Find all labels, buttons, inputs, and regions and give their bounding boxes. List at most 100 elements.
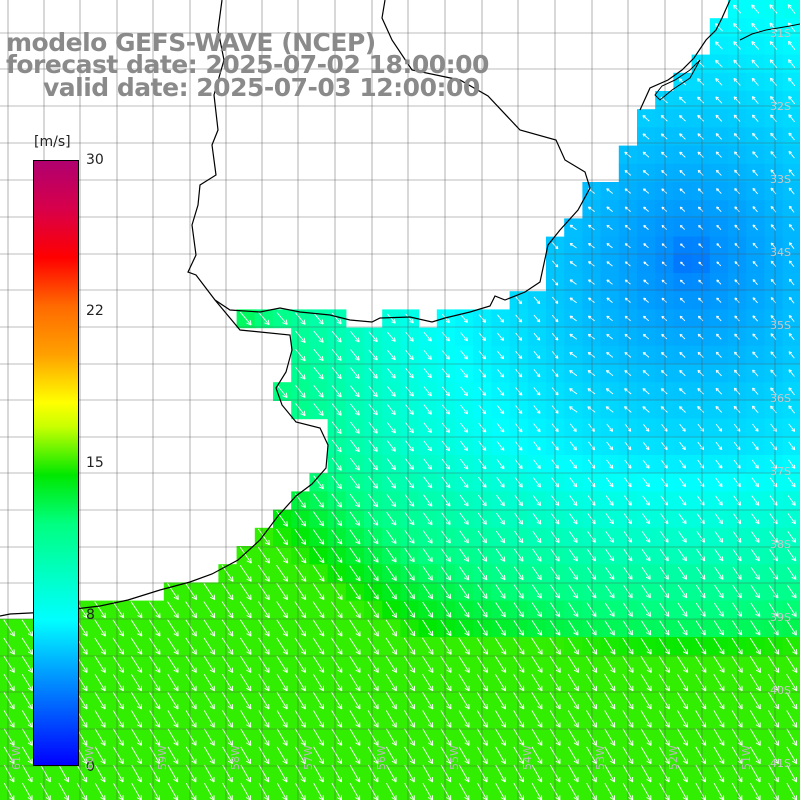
wind-arrow: [679, 151, 686, 158]
wind-arrow: [331, 475, 342, 490]
wind-arrow: [678, 96, 687, 104]
wind-arrow: [386, 313, 396, 324]
wind-arrow: [679, 351, 686, 358]
wind-arrow: [458, 655, 470, 673]
wind-arrow: [495, 710, 506, 728]
latitude-label: 31S: [770, 27, 791, 40]
wind-arrow: [731, 655, 743, 673]
wind-arrow: [422, 637, 434, 655]
wind-arrow: [422, 583, 434, 600]
wind-speed-cell: [782, 109, 800, 128]
wind-arrow: [404, 764, 415, 783]
wind-speed-cell: [509, 782, 529, 800]
wind-arrow: [752, 169, 759, 177]
title-model: modelo GEFS-WAVE (NCEP): [6, 28, 376, 57]
wind-arrow: [749, 637, 761, 655]
latitude-label: 41S: [770, 757, 791, 770]
wind-arrow: [312, 529, 325, 545]
wind-arrow: [386, 476, 397, 489]
wind-arrow: [240, 619, 252, 637]
wind-arrow: [532, 548, 542, 562]
wind-arrow: [679, 315, 686, 322]
wind-arrow: [458, 619, 470, 636]
wind-arrow: [221, 637, 234, 655]
wind-arrow: [697, 133, 704, 140]
wind-arrow: [149, 746, 161, 765]
wind-arrow: [460, 440, 469, 452]
wind-arrow: [349, 493, 361, 508]
wind-arrow: [679, 206, 686, 212]
wind-arrow: [715, 423, 723, 432]
wind-arrow: [606, 315, 613, 322]
wind-arrow: [441, 386, 450, 397]
wind-arrow: [569, 242, 577, 249]
wind-arrow: [531, 602, 543, 618]
wind-arrow: [751, 513, 760, 525]
wind-arrow: [404, 548, 415, 563]
latitude-label: 40S: [770, 684, 791, 697]
wind-speed-cell: [782, 218, 800, 238]
wind-arrow: [460, 404, 469, 415]
wind-arrow: [770, 96, 777, 104]
wind-arrow: [713, 728, 725, 746]
wind-arrow: [167, 710, 179, 728]
latitude-label: 32S: [770, 100, 791, 113]
wind-arrow: [786, 637, 798, 655]
wind-arrow: [678, 549, 687, 562]
wind-arrow: [368, 403, 378, 416]
wind-arrow: [331, 385, 342, 398]
wind-arrow: [423, 404, 432, 415]
wind-arrow: [21, 637, 34, 655]
wind-arrow: [403, 619, 416, 637]
wind-arrow: [440, 584, 452, 599]
wind-arrow: [240, 746, 252, 765]
wind-arrow: [606, 206, 613, 212]
wind-arrow: [239, 601, 252, 619]
wind-speed-cell: [782, 436, 800, 456]
wind-arrow: [696, 549, 706, 562]
wind-arrow: [440, 655, 452, 673]
wind-arrow: [167, 601, 179, 619]
wind-arrow: [713, 637, 725, 655]
wind-arrow: [276, 655, 288, 673]
wind-arrow: [385, 583, 397, 600]
wind-arrow: [660, 114, 668, 122]
wind-arrow: [696, 78, 705, 86]
wind-arrow: [422, 601, 434, 618]
wind-arrow: [658, 655, 670, 673]
wind-arrow: [294, 619, 307, 637]
wind-arrow: [752, 423, 759, 432]
wind-arrow: [588, 242, 595, 249]
colorbar-tick-22: 22: [86, 303, 104, 319]
longitude-label: 56W: [375, 745, 388, 770]
wind-arrow: [642, 477, 650, 488]
wind-arrow: [531, 637, 543, 655]
wind-arrow: [567, 637, 579, 655]
wind-arrow: [715, 459, 723, 469]
wind-arrow: [642, 406, 650, 413]
latitude-label: 37S: [770, 465, 791, 478]
wind-arrow: [276, 546, 289, 564]
wind-arrow: [751, 96, 759, 104]
wind-arrow: [677, 764, 688, 783]
wind-arrow: [788, 224, 795, 231]
wind-speed-cell: [782, 345, 800, 365]
wind-arrow: [460, 386, 469, 397]
title-valid-date: valid date: 2025-07-03 12:00:00: [43, 73, 480, 102]
wind-arrow: [733, 77, 741, 86]
wind-arrow: [185, 655, 197, 673]
longitude-label: 53W: [594, 745, 607, 770]
wind-arrow: [204, 746, 215, 765]
wind-arrow: [678, 531, 687, 543]
wind-arrow: [422, 764, 433, 783]
wind-arrow: [678, 567, 688, 580]
wind-arrow: [788, 205, 795, 213]
wind-arrow: [94, 728, 106, 746]
wind-arrow: [495, 728, 506, 746]
wind-arrow: [423, 494, 433, 507]
wind-arrow: [130, 655, 143, 673]
wind-arrow: [385, 710, 397, 728]
wind-arrow: [312, 655, 325, 673]
wind-arrow: [130, 637, 143, 655]
wind-arrow: [787, 495, 796, 506]
